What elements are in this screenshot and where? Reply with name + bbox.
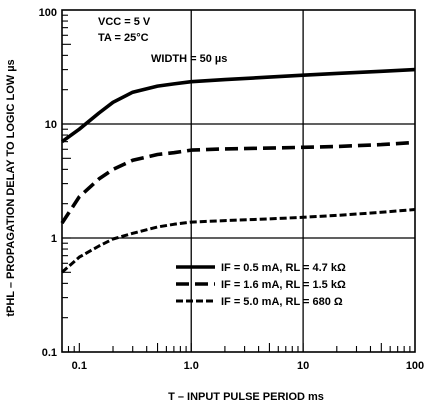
annotation-width: WIDTH = 50 µs: [151, 53, 227, 65]
legend-label-1: IF = 0.5 mA, RL = 4.7 kΩ: [221, 262, 346, 274]
minor-ticks: [61, 14, 411, 353]
grid: [62, 10, 415, 352]
x-tick-label: 100: [406, 360, 424, 372]
legend-label-2: IF = 1.6 mA, RL = 1.5 kΩ: [221, 279, 346, 291]
y-tick-label: 0.1: [42, 347, 57, 359]
series-line-3: [61, 208, 416, 274]
series-line-1: [60, 67, 416, 144]
annotation-ta: TA = 25°C: [98, 32, 149, 44]
legend-label-3: IF = 5.0 mA, RL = 680 Ω: [221, 296, 343, 308]
series-layer: [60, 67, 416, 274]
annotation-block: VCC = 5 V TA = 25°C WIDTH = 50 µs: [98, 16, 227, 65]
plot-frame: [61, 9, 416, 353]
legend: IF = 0.5 mA, RL = 4.7 kΩ IF = 1.6 mA, RL …: [176, 262, 346, 308]
annotation-vcc: VCC = 5 V: [98, 16, 151, 28]
y-axis-title: tPHL – PROPAGATION DELAY TO LOGIC LOW µs: [5, 59, 17, 316]
y-tick-label: 1: [51, 233, 57, 245]
series-line-2: [60, 140, 416, 225]
x-tick-label: 1.0: [184, 360, 199, 372]
x-axis-title: T – INPUT PULSE PERIOD ms: [168, 391, 324, 403]
tick-labels: 0.1 1.0 10 100 0.1 1 10 100: [39, 7, 425, 372]
x-tick-label: 10: [297, 360, 309, 372]
y-tick-label: 10: [45, 119, 57, 131]
x-tick-label: 0.1: [72, 360, 87, 372]
y-tick-label: 100: [39, 7, 57, 19]
